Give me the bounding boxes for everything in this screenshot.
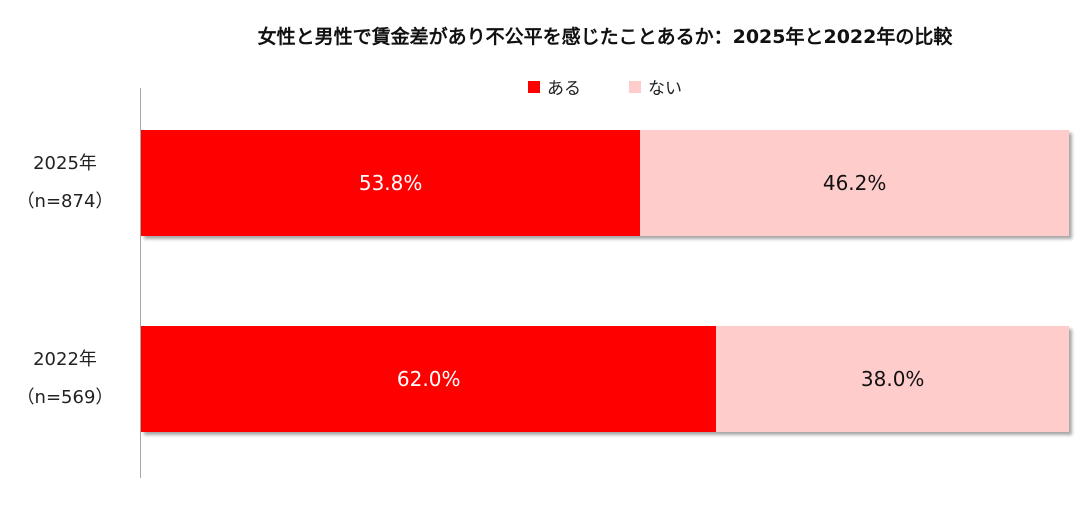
data-label: 62.0% (396, 367, 461, 391)
legend-item: ある (528, 74, 581, 99)
bar-row: 62.0% 38.0% (141, 326, 1069, 432)
legend: ある ない (528, 74, 730, 99)
legend-label: ある (547, 79, 581, 99)
chart-title: 女性と男性で賃金差があり不公平を感じたことあるか：2025年と2022年の比較 (257, 26, 953, 48)
bar-row: 53.8% 46.2% (141, 130, 1069, 236)
bar-segment: 53.8% (141, 130, 641, 236)
legend-item: ない (629, 74, 682, 99)
category-year: 2022年 (33, 349, 97, 370)
category-sample-size: （n=569） (16, 387, 114, 408)
data-label: 46.2% (822, 171, 887, 195)
bar-segment: 62.0% (141, 326, 717, 432)
bar-segment: 46.2% (640, 130, 1069, 236)
legend-swatch (629, 80, 641, 93)
category-sample-size: （n=874） (16, 191, 114, 212)
category-axis-line (140, 88, 141, 478)
bar-segment: 38.0% (716, 326, 1069, 432)
category-label: 2022年 （n=569） (0, 341, 130, 417)
category-label: 2025年 （n=874） (0, 145, 130, 221)
legend-swatch (528, 80, 540, 93)
legend-label: ない (648, 79, 682, 99)
data-label: 53.8% (358, 171, 423, 195)
data-label: 38.0% (860, 367, 925, 391)
category-year: 2025年 (33, 153, 97, 174)
